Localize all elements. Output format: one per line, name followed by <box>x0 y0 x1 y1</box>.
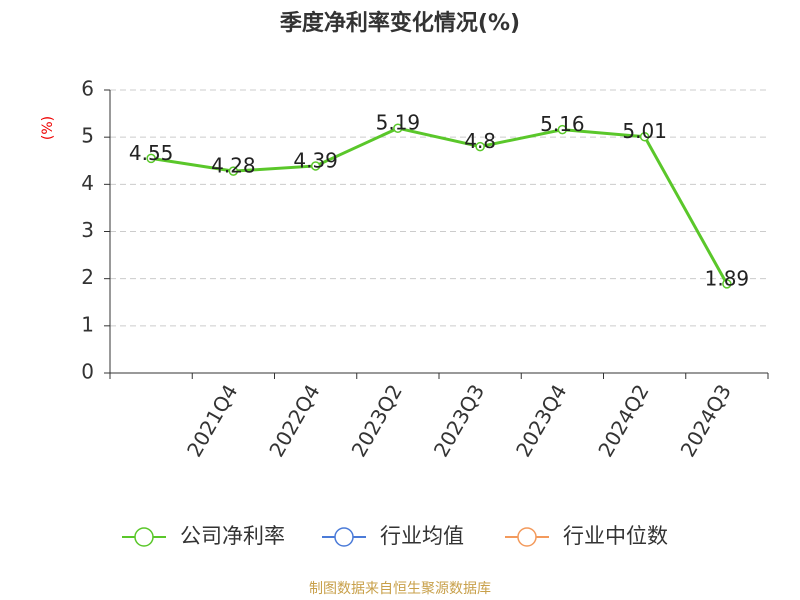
y-tick-label: 0 <box>81 360 94 384</box>
legend-marker <box>334 527 354 547</box>
data-label: 4.8 <box>464 129 496 153</box>
point <box>146 153 156 164</box>
x-tick-label: 2023Q2 <box>346 380 406 461</box>
data-label: 4.39 <box>293 148 338 172</box>
point <box>228 166 239 176</box>
data-label: 4.55 <box>129 141 174 165</box>
y-tick-label: 3 <box>81 218 94 242</box>
y-tick-label: 5 <box>81 124 94 148</box>
y-axis-label: (%) <box>40 116 56 140</box>
data-label: 5.16 <box>540 112 585 136</box>
y-tick-label: 2 <box>81 265 94 289</box>
data-label: 1.89 <box>705 266 750 290</box>
legend-marker <box>517 527 537 547</box>
x-tick-label: 2022Q4 <box>264 380 324 461</box>
data-label: 5.01 <box>622 119 667 143</box>
point <box>393 123 403 133</box>
x-tick-label: 2024Q3 <box>675 380 735 461</box>
data-label: 4.28 <box>211 154 256 178</box>
chart-title: 季度净利率变化情况(%) <box>280 10 520 36</box>
x-tick-label: 2023Q3 <box>429 380 489 461</box>
point <box>639 131 650 142</box>
legend-label: 公司净利率 <box>180 524 285 548</box>
x-tick-label: 2024Q2 <box>593 380 653 461</box>
x-tick-label: 2021Q4 <box>182 380 242 461</box>
legend-label: 行业均值 <box>380 524 464 548</box>
point <box>310 161 321 171</box>
y-tick-label: 1 <box>81 312 94 336</box>
series-line <box>150 126 729 285</box>
y-tick-label: 4 <box>81 171 94 195</box>
x-tick-label: 2023Q4 <box>511 380 571 461</box>
legend-marker <box>134 527 154 547</box>
data-label: 5.19 <box>376 111 421 135</box>
point <box>475 141 485 152</box>
point <box>722 279 732 289</box>
legend-label: 行业中位数 <box>563 524 668 548</box>
y-tick-label: 6 <box>81 77 94 101</box>
point <box>557 124 568 135</box>
source-note: 制图数据来自恒生聚源数据库 <box>309 581 491 597</box>
